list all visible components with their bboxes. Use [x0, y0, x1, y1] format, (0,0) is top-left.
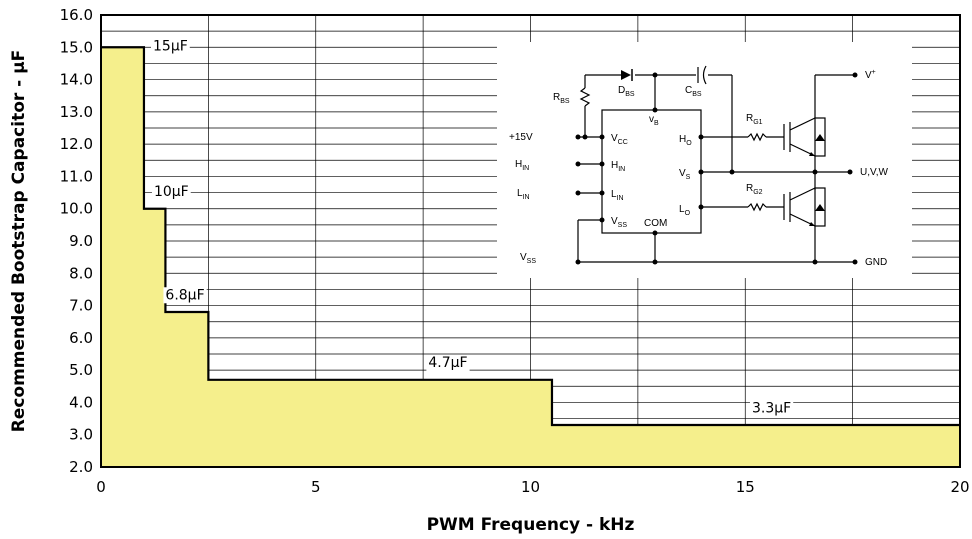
- pin-vcc: VCC: [611, 133, 628, 146]
- y-tick-label: 3.0: [69, 426, 93, 444]
- y-tick-label: 14.0: [60, 71, 93, 89]
- x-axis-title: PWM Frequency - kHz: [427, 515, 635, 535]
- x-tick-label: 15: [736, 478, 755, 496]
- x-tick-label: 5: [311, 478, 321, 496]
- step-label-background: [426, 355, 470, 372]
- pin-vb: vB: [649, 114, 659, 127]
- schematic-background: [497, 42, 912, 278]
- step-label-background: [749, 400, 794, 417]
- y-tick-label: 15.0: [60, 38, 93, 56]
- y-tick-label: 13.0: [60, 103, 93, 121]
- label-hin-input: HIN: [515, 159, 529, 172]
- pin-hin: HIN: [611, 160, 625, 173]
- label-rg1: RG1: [746, 113, 763, 126]
- label-output: U,V,W: [860, 167, 889, 178]
- y-tick-label: 10.0: [60, 200, 93, 218]
- step-line: [101, 46, 960, 427]
- x-tick-label: 0: [96, 478, 106, 496]
- pin-vs: VS: [679, 168, 691, 181]
- step-label-background: [151, 38, 190, 55]
- label-lin-input: LIN: [517, 188, 530, 201]
- pin-com: COM: [644, 218, 667, 229]
- step-label: 6.8µF: [165, 287, 204, 303]
- y-tick-label: 4.0: [69, 393, 93, 411]
- y-tick-label: 12.0: [60, 135, 93, 153]
- label-rbs: RBS: [553, 92, 570, 105]
- label-vplus: V+: [865, 69, 876, 81]
- step-labels: 15µF 10µF 6.8µF 4.7µF 3.3µF: [151, 38, 794, 417]
- y-tick-label: 8.0: [69, 264, 93, 282]
- step-label-background: [163, 287, 207, 304]
- step-label: 3.3µF: [752, 400, 791, 416]
- pin-vss: VSS: [611, 216, 627, 229]
- step-label: 15µF: [153, 39, 188, 55]
- step-label: 10µF: [154, 184, 189, 200]
- plot-frame: [100, 14, 961, 468]
- y-axis-ticks: 2.0 3.0 4.0 5.0 6.0 7.0 8.0 9.0 10.0 11.0 12.0 13.0…: [60, 6, 93, 476]
- label-vss-input: VSS: [520, 252, 536, 265]
- label-cbs: CBS: [685, 85, 702, 98]
- y-tick-label: 9.0: [69, 232, 93, 250]
- y-tick-label: 16.0: [60, 6, 93, 24]
- y-tick-label: 11.0: [60, 167, 93, 185]
- x-tick-label: 10: [521, 478, 540, 496]
- label-plus15v: +15V: [509, 132, 533, 143]
- bootstrap-circuit-schematic: +15V HIN LIN VSS VCC HIN LIN VSS COM vB …: [497, 42, 912, 278]
- step-label: 4.7µF: [428, 355, 467, 371]
- y-tick-label: 7.0: [69, 297, 93, 315]
- pin-lo: LO: [679, 204, 691, 217]
- step-label-background: [151, 183, 191, 200]
- y-tick-label: 6.0: [69, 329, 93, 347]
- x-tick-label: 20: [950, 478, 969, 496]
- y-tick-label: 5.0: [69, 361, 93, 379]
- x-axis-ticks: 0 5 10 15 20: [96, 478, 969, 496]
- pin-ho: HO: [679, 134, 692, 147]
- pin-lin: LIN: [611, 189, 624, 202]
- label-rg2: RG2: [746, 183, 763, 196]
- label-dbs: DBS: [618, 85, 635, 98]
- y-axis-title: Recommended Bootstrap Capacitor - µF: [9, 50, 29, 433]
- y-tick-label: 2.0: [69, 458, 93, 476]
- label-gnd: GND: [865, 257, 887, 268]
